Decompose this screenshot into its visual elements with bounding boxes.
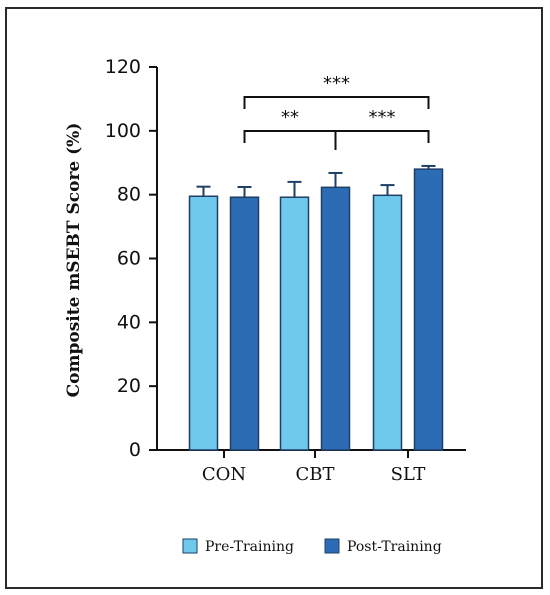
y-tick-label: 60 [117,248,141,270]
bar [413,168,444,451]
bar [320,186,351,451]
significance-bracket [243,96,430,109]
legend: Pre-Training Post-Training [182,538,442,555]
legend-swatch [324,538,340,554]
bar [229,196,260,451]
y-tick-label: 100 [105,120,141,142]
y-tick-label: 0 [129,439,141,461]
legend-label: Post-Training [347,539,442,555]
significance-bracket [243,130,337,143]
bar [372,194,403,451]
y-axis-title: Composite mSEBT Score (%) [64,123,84,398]
significance-label: *** [323,73,350,94]
bar [279,196,310,451]
figure-frame [5,7,543,589]
bar [188,195,219,451]
significance-label: ** [281,107,299,128]
y-tick-label: 40 [117,311,141,333]
x-tick-label: SLT [391,464,426,485]
x-tick-label: CBT [295,464,334,485]
y-tick-label: 20 [117,375,141,397]
x-tick-label: CON [202,464,246,485]
legend-label: Pre-Training [205,539,294,555]
significance-label: *** [369,107,396,128]
legend-swatch [182,538,198,554]
y-tick-label: 120 [105,56,141,78]
y-tick-label: 80 [117,184,141,206]
significance-bracket [334,130,430,143]
